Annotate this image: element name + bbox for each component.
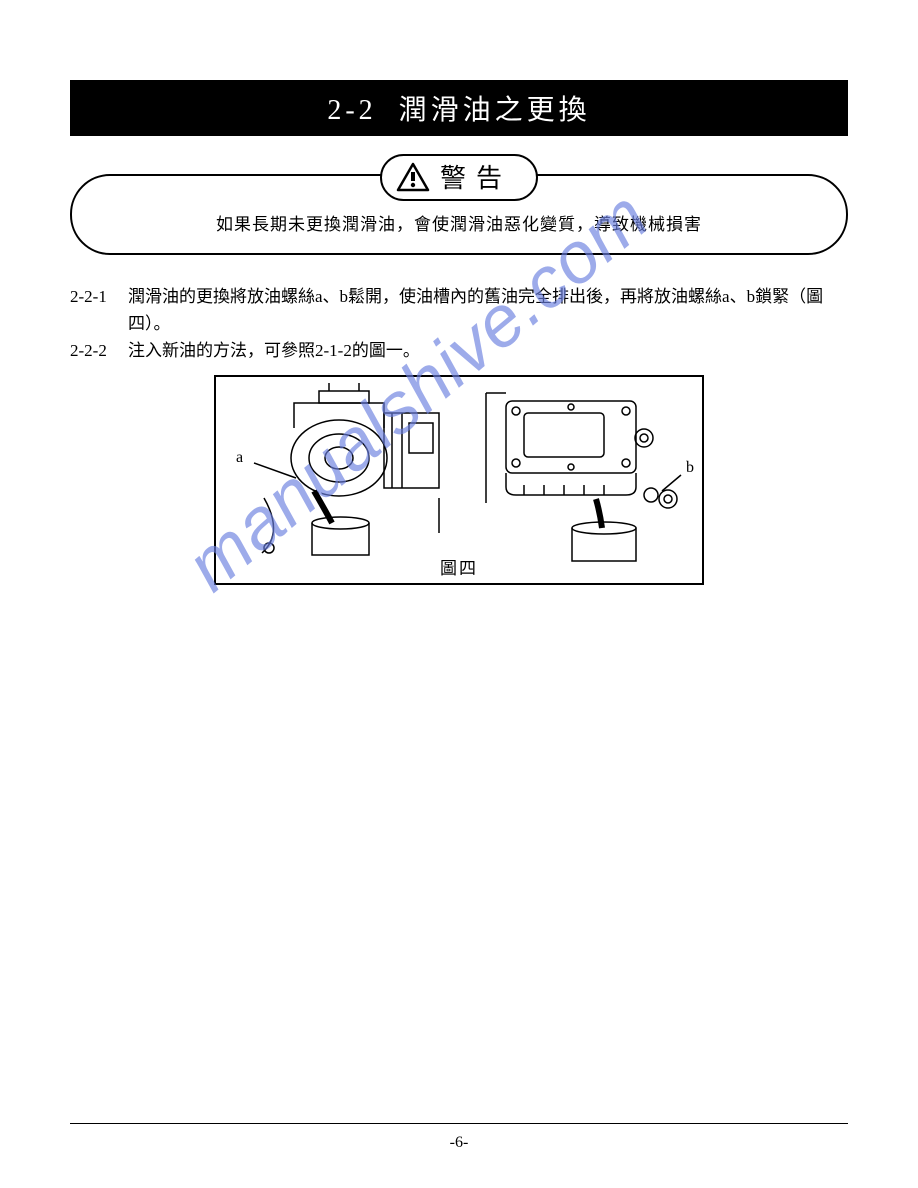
figure-label-b: b <box>686 459 694 477</box>
warning-box: 警告 如果長期未更換潤滑油，會使潤滑油惡化變質，導致機械損害 <box>70 174 848 255</box>
instruction-text: 注入新油的方法，可參照2-1-2的圖一。 <box>128 337 848 364</box>
instruction-item: 2-2-1 潤滑油的更換將放油螺絲a、b鬆開，使油槽內的舊油完全排出後，再將放油… <box>70 283 848 337</box>
warning-badge-label: 警告 <box>440 158 512 195</box>
figure-label-a: a <box>236 449 243 467</box>
figure-caption: 圖四 <box>440 554 478 579</box>
warning-container: 警告 如果長期未更換潤滑油，會使潤滑油惡化變質，導致機械損害 <box>70 174 848 255</box>
instruction-item: 2-2-2 注入新油的方法，可參照2-1-2的圖一。 <box>70 337 848 364</box>
figure-container: a b 圖四 <box>70 375 848 585</box>
footer-divider <box>70 1123 848 1124</box>
instruction-number: 2-2-1 <box>70 283 128 337</box>
warning-badge: 警告 <box>380 154 538 201</box>
instruction-number: 2-2-2 <box>70 337 128 364</box>
figure-box: a b 圖四 <box>214 375 704 585</box>
figure-left-illustration <box>224 383 464 563</box>
section-number: 2-2 <box>327 95 376 126</box>
figure-right-illustration <box>476 383 696 563</box>
warning-triangle-icon <box>396 162 430 192</box>
instruction-text: 潤滑油的更換將放油螺絲a、b鬆開，使油槽內的舊油完全排出後，再將放油螺絲a、b鎖… <box>128 283 848 337</box>
section-title: 潤滑油之更換 <box>399 95 591 126</box>
page-number: -6- <box>450 1134 469 1152</box>
instruction-list: 2-2-1 潤滑油的更換將放油螺絲a、b鬆開，使油槽內的舊油完全排出後，再將放油… <box>70 283 848 365</box>
warning-body-text: 如果長期未更換潤滑油，會使潤滑油惡化變質，導致機械損害 <box>92 210 826 235</box>
section-header: 2-2 潤滑油之更換 <box>70 80 848 136</box>
